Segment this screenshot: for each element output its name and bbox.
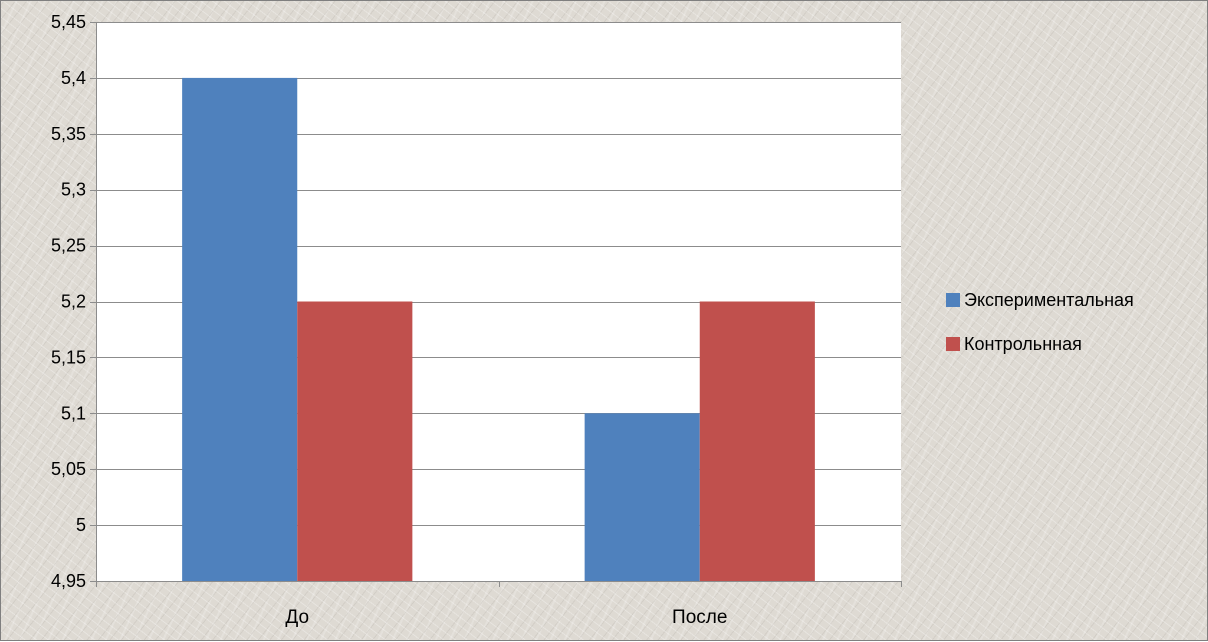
legend-label-control: Контрольнная bbox=[964, 334, 1082, 354]
y-tick-label: 5,2 bbox=[61, 292, 86, 312]
legend-label-experimental: Экспериментальная bbox=[964, 290, 1134, 310]
legend-swatch-experimental bbox=[946, 293, 960, 307]
bar bbox=[699, 301, 815, 581]
y-tick-label: 5,35 bbox=[51, 124, 86, 144]
y-tick-label: 5,25 bbox=[51, 236, 86, 256]
legend: Экспериментальная Контрольнная bbox=[946, 290, 1134, 354]
bars bbox=[182, 77, 815, 582]
y-tick-label: 5,45 bbox=[51, 12, 86, 32]
x-category-label: После bbox=[672, 607, 727, 628]
y-tick-label: 5,3 bbox=[61, 180, 86, 200]
bar bbox=[584, 413, 700, 581]
bar bbox=[182, 77, 298, 582]
bar bbox=[297, 301, 413, 581]
y-tick-label: 5,05 bbox=[51, 459, 86, 479]
y-tick-label: 5,4 bbox=[61, 68, 86, 88]
y-tick-label: 5 bbox=[76, 515, 86, 535]
y-tick-label: 4,95 bbox=[51, 571, 86, 591]
legend-swatch-control bbox=[946, 337, 960, 351]
y-tick-label: 5,15 bbox=[51, 347, 86, 367]
axes: 4,95 5 5,05 5,1 5,15 5,2 5,25 5,3 5,35 5,4 5,45 До П… bbox=[51, 12, 902, 628]
x-category-label: До bbox=[285, 607, 309, 628]
y-tick-label: 5,1 bbox=[61, 403, 86, 423]
